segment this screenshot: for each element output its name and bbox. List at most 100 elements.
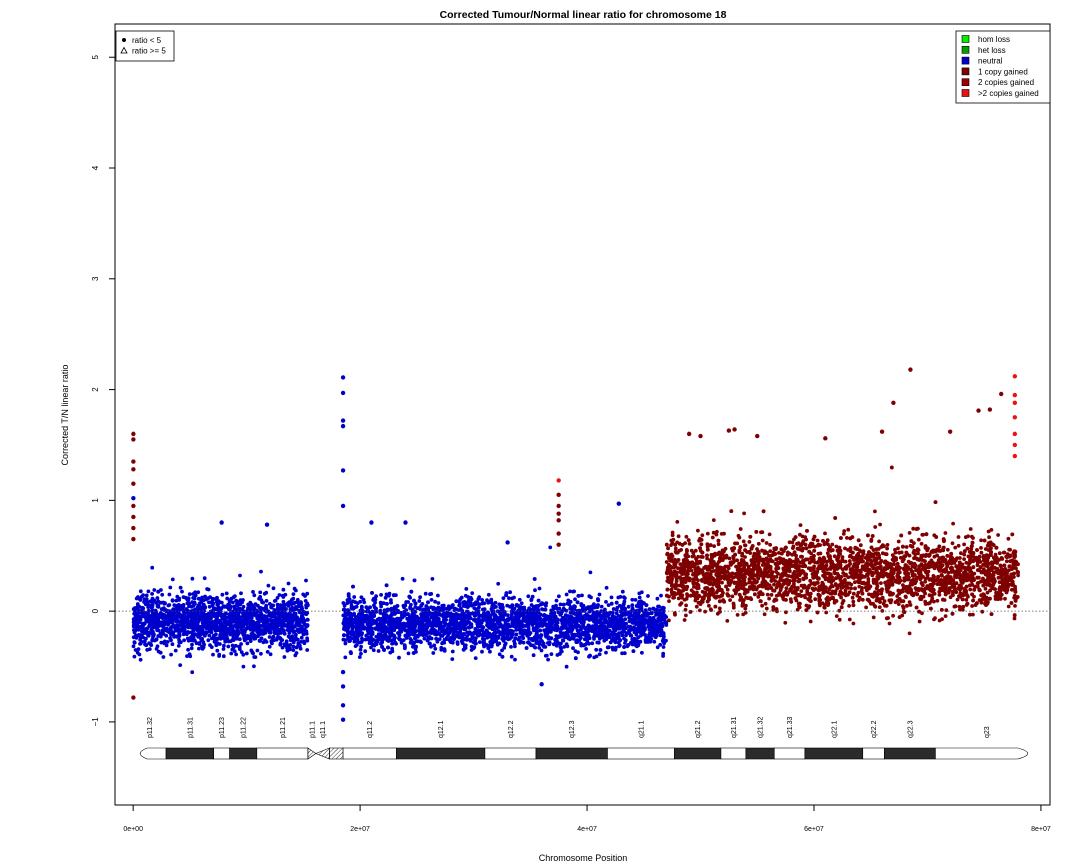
- data-point: [587, 609, 592, 614]
- data-point: [536, 598, 541, 603]
- data-point: [193, 590, 198, 595]
- data-point: [534, 635, 539, 640]
- data-point: [430, 628, 435, 633]
- data-point: [234, 652, 239, 657]
- data-point: [477, 624, 482, 628]
- data-point: [572, 589, 576, 594]
- data-point: [503, 643, 507, 647]
- data-point: [592, 613, 597, 618]
- data-point: [285, 612, 290, 617]
- data-point: [400, 613, 404, 618]
- data-point: [275, 636, 280, 640]
- data-point: [367, 641, 372, 645]
- data-point: [132, 640, 137, 644]
- data-point: [155, 644, 160, 649]
- data-point: [397, 655, 401, 660]
- data-point: [575, 638, 579, 643]
- data-point: [191, 596, 196, 600]
- data-point: [197, 646, 201, 651]
- data-point: [219, 630, 224, 634]
- data-point: [183, 624, 188, 629]
- data-point: [485, 616, 489, 621]
- data-point: [469, 624, 474, 629]
- data-point: [158, 615, 163, 619]
- data-point: [516, 637, 521, 642]
- data-point: [184, 596, 189, 601]
- data-point: [544, 653, 549, 658]
- data-point: [440, 641, 444, 646]
- data-point: [262, 623, 267, 628]
- data-point: [169, 638, 173, 643]
- data-point: [491, 618, 496, 623]
- data-point: [359, 595, 364, 600]
- data-point: [289, 625, 294, 630]
- data-point: [291, 648, 296, 652]
- data-point: [233, 594, 237, 598]
- data-point: [385, 602, 389, 606]
- data-point: [436, 593, 440, 598]
- data-point: [527, 615, 531, 620]
- data-point: [243, 615, 247, 620]
- data-point: [368, 611, 373, 615]
- data-point: [639, 590, 644, 595]
- data-point: [150, 592, 155, 596]
- data-point: [228, 606, 233, 611]
- data-point: [222, 643, 226, 648]
- data-point: [473, 656, 478, 660]
- data-point: [282, 608, 286, 613]
- data-point: [444, 637, 449, 641]
- data-point: [520, 634, 525, 639]
- data-point: [273, 615, 277, 620]
- data-point: [463, 637, 468, 641]
- data-point: [260, 600, 264, 605]
- data-point: [294, 632, 298, 637]
- data-point: [229, 651, 234, 656]
- data-point: [144, 636, 148, 641]
- data-point: [443, 629, 448, 634]
- data-point: [373, 597, 378, 602]
- data-point: [392, 608, 397, 613]
- data-point: [269, 618, 273, 623]
- data-point: [596, 598, 601, 603]
- data-point: [356, 613, 361, 618]
- data-point: [210, 598, 215, 602]
- data-point: [490, 640, 495, 645]
- data-point: [222, 637, 227, 641]
- data-point: [514, 603, 519, 607]
- data-point: [569, 628, 574, 633]
- data-point: [296, 604, 301, 609]
- data-point: [175, 626, 180, 631]
- data-point: [370, 591, 374, 595]
- data-point: [210, 621, 214, 626]
- data-point: [162, 639, 167, 644]
- data-point: [604, 619, 608, 624]
- data-point: [652, 639, 657, 644]
- data-point: [161, 655, 166, 659]
- data-point: [138, 641, 143, 646]
- data-point: [288, 613, 293, 618]
- data-point: [395, 604, 400, 608]
- data-point: [468, 616, 473, 621]
- data-point: [606, 628, 610, 633]
- data-point: [643, 640, 648, 644]
- data-point: [195, 613, 200, 617]
- data-point: [543, 622, 548, 626]
- data-point: [640, 650, 644, 655]
- data-point: [387, 629, 392, 634]
- data-point: [354, 630, 359, 634]
- data-point: [268, 613, 273, 618]
- data-point: [211, 652, 215, 657]
- data-point: [301, 639, 306, 644]
- data-point: [175, 594, 180, 599]
- data-point: [217, 654, 222, 658]
- data-point: [470, 591, 475, 595]
- data-point: [191, 634, 196, 638]
- data-point: [266, 583, 271, 588]
- data-point: [587, 594, 592, 599]
- data-point: [382, 614, 387, 619]
- data-point: [406, 612, 410, 617]
- data-point: [250, 631, 255, 635]
- data-point: [623, 638, 628, 643]
- data-point: [221, 647, 226, 651]
